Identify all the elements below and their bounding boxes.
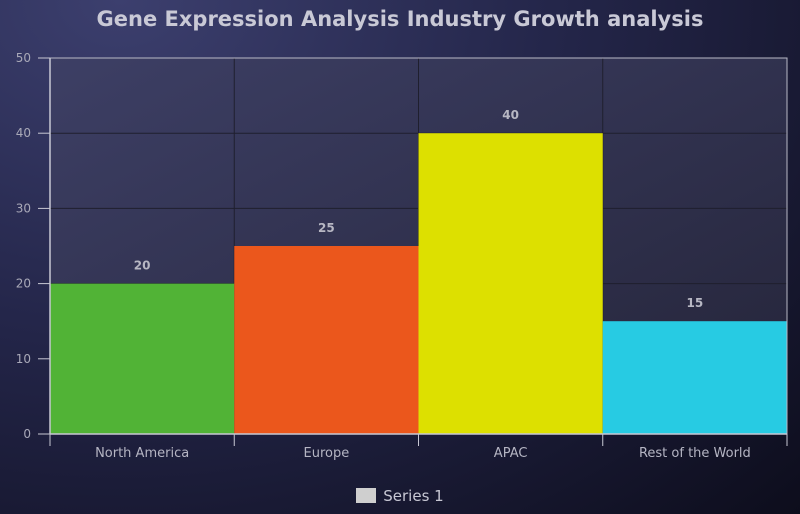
chart-title: Gene Expression Analysis Industry Growth… — [96, 7, 704, 31]
x-tick-label-2: APAC — [494, 446, 528, 461]
y-tick-label-5: 50 — [16, 51, 31, 65]
legend-swatch — [356, 488, 377, 503]
bar-1 — [234, 246, 419, 434]
y-tick-label-1: 10 — [16, 352, 31, 366]
data-label-3: 15 — [687, 296, 704, 310]
data-label-2: 40 — [502, 108, 519, 122]
x-tick-label-0: North America — [95, 446, 189, 461]
bar-0 — [50, 283, 235, 434]
data-label-1: 25 — [318, 221, 335, 235]
bar-3 — [602, 321, 787, 434]
x-tick-label-1: Europe — [304, 446, 350, 461]
y-tick-label-2: 20 — [16, 277, 31, 291]
legend-label: Series 1 — [383, 487, 444, 505]
data-label-0: 20 — [134, 259, 151, 273]
y-tick-label-3: 30 — [16, 201, 31, 215]
y-tick-label-4: 40 — [16, 126, 31, 140]
y-tick-label-0: 0 — [23, 427, 31, 441]
bar-2 — [418, 133, 603, 434]
x-tick-label-3: Rest of the World — [639, 446, 751, 461]
legend: Series 1 — [0, 487, 800, 505]
